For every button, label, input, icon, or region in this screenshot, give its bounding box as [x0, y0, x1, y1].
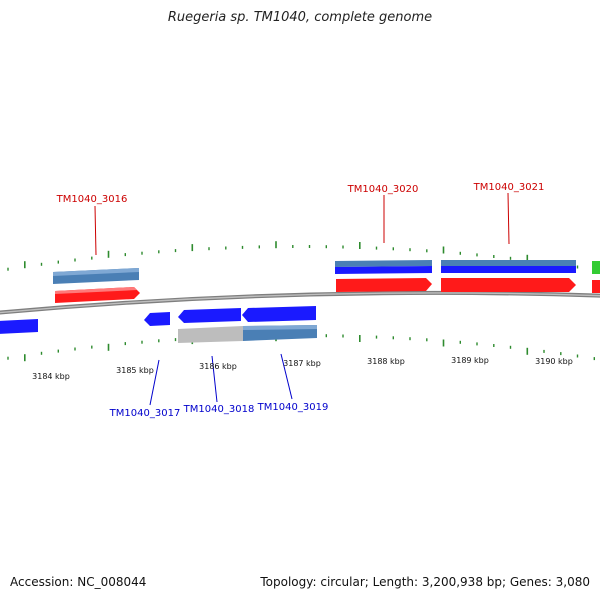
gene-arrow [592, 280, 600, 293]
tick-label: 3187 kbp [283, 359, 321, 368]
forward-strand-track [55, 278, 600, 303]
gene-labels: TM1040_3016 TM1040_3020 TM1040_3021 TM10… [56, 182, 545, 419]
gene-arrow [0, 319, 38, 334]
gene-arrow [242, 306, 316, 322]
gene-label[interactable]: TM1040_3016 [56, 194, 128, 205]
tick-label: 3188 kbp [367, 357, 405, 366]
feature-bar [441, 266, 576, 273]
topology-summary: Topology: circular; Length: 3,200,938 bp… [260, 575, 590, 589]
tick-label: 3189 kbp [451, 356, 489, 365]
feature-bar [335, 260, 432, 267]
tick-label: 3186 kbp [199, 362, 237, 371]
leader-line [94, 205, 97, 256]
feature-bar-shine [53, 268, 139, 276]
leader-line [149, 359, 160, 406]
leader-line [280, 353, 293, 400]
gene-label[interactable]: TM1040_3019 [257, 402, 329, 413]
tick-label: 3185 kbp [116, 366, 154, 375]
gene-label[interactable]: TM1040_3018 [183, 404, 255, 415]
leader-line [507, 192, 510, 245]
gene-label[interactable]: TM1040_3021 [473, 182, 545, 193]
genome-backbone-highlight [0, 292, 600, 314]
gene-arrow [144, 312, 170, 326]
label-leaders [94, 192, 510, 406]
map-title: Ruegeria sp. TM1040, complete genome [167, 10, 433, 25]
feature-bar [335, 266, 432, 274]
accession-label: Accession: NC_008044 [10, 575, 147, 589]
feature-bar [592, 261, 600, 274]
leader-line [211, 355, 218, 403]
gene-arrow-shine [55, 287, 137, 294]
gene-arrow [178, 308, 241, 323]
tick-label: 3190 kbp [535, 357, 573, 366]
reverse-strand-track [0, 306, 317, 343]
feature-bar-shine [243, 325, 317, 330]
tick-label: 3184 kbp [32, 372, 70, 381]
gene-label[interactable]: TM1040_3020 [347, 184, 419, 195]
axis-tick-labels: 3184 kbp 3185 kbp 3186 kbp 3187 kbp 3188… [32, 356, 573, 381]
gene-label[interactable]: TM1040_3017 [109, 408, 181, 419]
upper-feature-track [53, 260, 600, 284]
feature-bar [178, 326, 243, 343]
gene-arrow [441, 278, 576, 292]
feature-bar [441, 260, 576, 266]
gene-arrow [336, 278, 432, 292]
